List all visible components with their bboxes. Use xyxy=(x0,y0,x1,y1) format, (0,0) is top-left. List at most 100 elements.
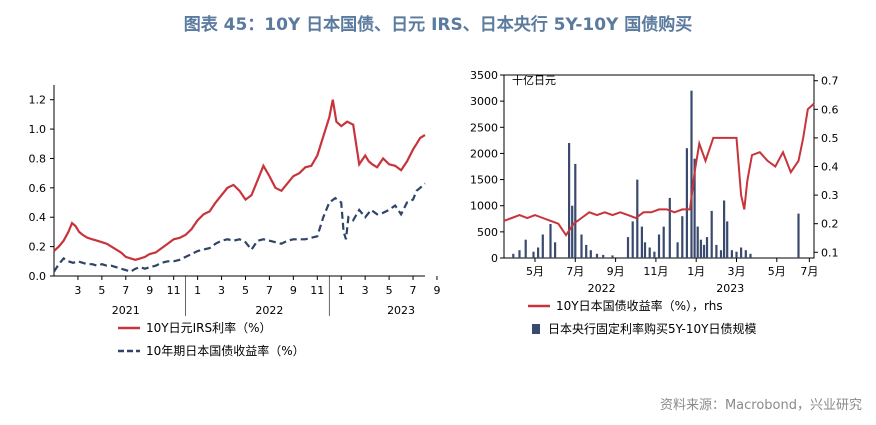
x-tick-label: 1 xyxy=(194,284,201,297)
bar xyxy=(702,244,706,258)
bar xyxy=(631,221,634,258)
y-left-tick-label: 2000 xyxy=(470,147,498,160)
legend-label-bar: 日本央行固定利率购买5Y-10Y日债规模 xyxy=(548,321,756,336)
x-tick-label: 7月 xyxy=(800,265,818,278)
y-left-tick-label: 0 xyxy=(491,252,498,265)
bar xyxy=(549,224,552,258)
bar xyxy=(730,250,733,258)
x-tick-label: 11月 xyxy=(643,265,668,278)
right-chart: 0 500 1000 1500 2000 2500 3000 3500 0.1 0.2 0.3 0.4… xyxy=(470,69,839,336)
bar xyxy=(681,216,684,258)
bar xyxy=(705,237,709,258)
x-tick-label: 3 xyxy=(362,284,369,297)
legend-label-yield: 10Y日本国债收益率（%），rhs xyxy=(556,298,723,313)
left-chart: 0.00.20.40.60.81.01.23 5 7 9 11 1 3 5 7 9 11 1 3 5 7 92… xyxy=(29,85,440,358)
bar xyxy=(657,234,661,258)
x-year-label: 2023 xyxy=(716,282,744,295)
bar xyxy=(643,242,647,258)
bar xyxy=(512,253,515,258)
bar xyxy=(554,242,557,258)
x-tick-label: 7 xyxy=(122,284,129,297)
x-tick-label: 1 xyxy=(338,284,345,297)
bar xyxy=(626,237,630,258)
legend-label-jgb: 10年期日本国债收益率（%） xyxy=(146,343,305,358)
y-right-tick-label: 0.4 xyxy=(821,161,839,174)
x-tick-label: 9月 xyxy=(607,265,625,278)
y-tick-label: 1.0 xyxy=(29,123,47,136)
y-tick-label: 0.8 xyxy=(29,152,47,165)
x-year-label: 2022 xyxy=(255,304,283,317)
jgb-yield-rhs-line xyxy=(503,102,815,237)
bar xyxy=(640,226,643,258)
legend-swatch-bar xyxy=(532,324,540,334)
x-tick-label: 11 xyxy=(167,284,181,297)
y-tick-label: 0.4 xyxy=(29,211,47,224)
x-tick-label: 5月 xyxy=(526,265,544,278)
y-tick-label: 1.2 xyxy=(29,94,47,107)
y-right-tick-label: 0.2 xyxy=(821,218,839,231)
bar xyxy=(589,250,592,258)
bar xyxy=(585,244,588,258)
bar xyxy=(735,251,738,258)
bar xyxy=(699,239,702,258)
x-tick-label: 7 xyxy=(266,284,273,297)
bar xyxy=(518,250,521,258)
y-right-tick-label: 0.1 xyxy=(821,246,839,259)
bar xyxy=(685,148,688,258)
y-right-tick-label: 0.7 xyxy=(821,75,839,88)
bar xyxy=(797,213,800,258)
bar xyxy=(580,234,583,258)
bar xyxy=(740,247,743,258)
bar xyxy=(662,226,665,258)
x-tick-label: 3 xyxy=(74,284,81,297)
bar xyxy=(532,251,535,258)
x-tick-label: 3 xyxy=(218,284,225,297)
bar xyxy=(710,210,713,258)
bar xyxy=(595,253,599,258)
bar xyxy=(719,250,723,258)
bar xyxy=(541,234,544,258)
y-left-tick-label: 1000 xyxy=(470,200,498,213)
legend-label-irs: 10Y日元IRS利率（%） xyxy=(146,320,272,335)
bar xyxy=(676,242,679,258)
bar xyxy=(571,205,574,258)
x-tick-label: 7 xyxy=(410,284,417,297)
source-note: 资料来源：Macrobond，兴业研究 xyxy=(659,398,862,413)
bar xyxy=(693,158,696,258)
bar xyxy=(648,247,651,258)
y-tick-label: 0.2 xyxy=(29,241,47,254)
jgb-yield-line xyxy=(53,182,426,273)
x-tick-label: 9 xyxy=(146,284,153,297)
x-year-label: 2023 xyxy=(387,304,415,317)
x-tick-label: 5 xyxy=(242,284,249,297)
bar xyxy=(524,239,527,258)
y-left-tick-label: 2500 xyxy=(470,121,498,134)
y-right-tick-label: 0.5 xyxy=(821,132,839,145)
y-left-tick-label: 3500 xyxy=(470,69,498,82)
x-tick-label: 3月 xyxy=(728,265,746,278)
bar xyxy=(723,200,726,258)
bar xyxy=(611,255,614,258)
bar xyxy=(668,197,671,258)
bar xyxy=(568,143,571,258)
bar xyxy=(749,253,752,258)
bar xyxy=(744,250,747,258)
y-left-tick-label: 3000 xyxy=(470,95,498,108)
y-tick-label: 0.0 xyxy=(29,270,47,283)
bar xyxy=(574,163,577,258)
x-tick-label: 7月 xyxy=(566,265,584,278)
y-right-tick-label: 0.6 xyxy=(821,103,839,116)
x-tick-label: 9 xyxy=(433,284,440,297)
x-year-label: 2021 xyxy=(112,304,140,317)
page-title: 图表 45：10Y 日本国债、日元 IRS、日本央行 5Y-10Y 国债购买 xyxy=(183,15,693,35)
irs-rate-line xyxy=(53,99,426,261)
y-tick-label: 0.6 xyxy=(29,182,47,195)
bar xyxy=(636,179,639,258)
x-tick-label: 5 xyxy=(386,284,393,297)
bar xyxy=(696,226,699,258)
x-tick-label: 11 xyxy=(310,284,324,297)
y-right-tick-label: 0.3 xyxy=(821,189,839,202)
x-year-label: 2022 xyxy=(588,282,616,295)
bar xyxy=(690,90,693,258)
x-tick-label: 5 xyxy=(98,284,105,297)
